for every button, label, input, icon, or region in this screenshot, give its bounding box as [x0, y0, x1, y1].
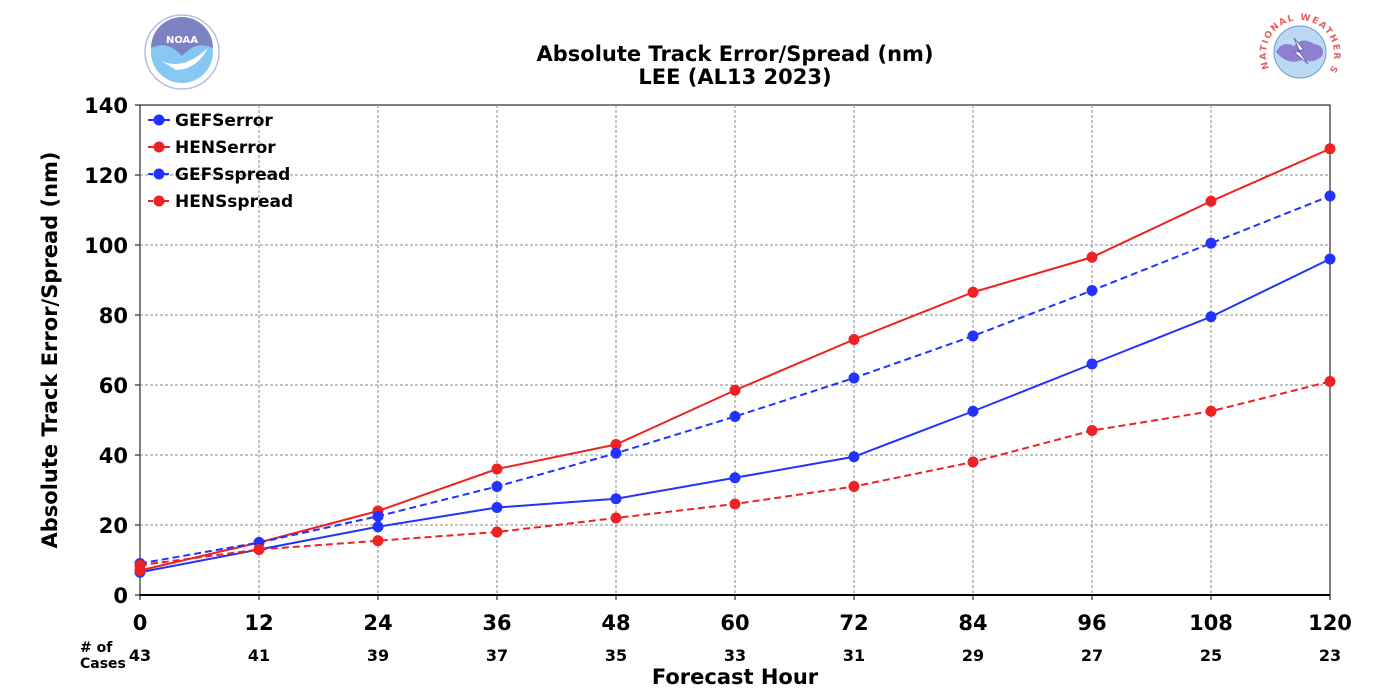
x-axis-label: Forecast Hour: [652, 665, 819, 689]
legend-label-GEFSerror: GEFSerror: [175, 111, 273, 131]
x-tick-label: 0: [133, 611, 148, 635]
legend-marker-GEFSspread: [153, 168, 165, 180]
cases-count: 25: [1200, 646, 1222, 665]
x-tick-label: 24: [363, 611, 392, 635]
series-line-GEFSspread: [139, 195, 1331, 565]
x-tick-label: 60: [720, 611, 749, 635]
data-point-GEFSerror: [848, 451, 860, 463]
legend-label-HENSspread: HENSspread: [175, 192, 293, 212]
y-tick-label: 0: [113, 584, 128, 608]
data-point-HENSerror: [729, 384, 741, 396]
y-axis-label: Absolute Track Error/Spread (nm): [38, 151, 62, 548]
data-point-GEFSerror: [1086, 358, 1098, 370]
data-point-HENSspread: [1324, 376, 1336, 387]
data-point-GEFSerror: [1205, 311, 1217, 323]
data-point-HENSerror: [1086, 251, 1098, 263]
noaa-logo-icon: NOAA: [144, 14, 220, 90]
x-tick-label: 12: [244, 611, 273, 635]
data-point-HENSerror: [1324, 143, 1336, 155]
x-tick-label: 36: [482, 611, 511, 635]
data-point-GEFSerror: [1324, 253, 1336, 265]
legend-marker-HENSerror: [153, 141, 165, 153]
cases-count: 43: [129, 646, 151, 665]
data-point-GEFSspread: [1324, 190, 1336, 202]
cases-count: 29: [962, 646, 984, 665]
data-point-HENSerror: [848, 334, 860, 345]
data-point-GEFSerror: [967, 405, 979, 417]
legend-label-HENSerror: HENSerror: [175, 138, 276, 158]
legend: GEFSerror HENSerror GEFSspread HENSspread: [148, 111, 293, 212]
data-point-GEFSspread: [967, 330, 979, 342]
data-point-HENSspread: [967, 456, 979, 468]
plot-area: 0 20 40 60 80 100 120 140 0 43 12 41 24 39 36 37 48 35 60 3…: [84, 94, 1352, 665]
data-point-GEFSspread: [372, 510, 384, 522]
y-tick-label: 80: [99, 304, 128, 328]
cases-count: 35: [605, 646, 627, 665]
x-tick-label: 84: [958, 611, 987, 635]
noaa-logo-text: NOAA: [166, 35, 198, 46]
data-point-HENSspread: [372, 535, 384, 547]
cases-count: 23: [1319, 646, 1341, 665]
y-tick-label: 60: [99, 374, 128, 398]
y-tick-label: 40: [99, 444, 128, 468]
data-point-HENSspread: [253, 544, 265, 555]
data-point-GEFSerror: [729, 472, 741, 484]
legend-label-GEFSspread: GEFSspread: [175, 165, 290, 185]
cases-count: 37: [486, 646, 508, 665]
data-point-GEFSspread: [610, 447, 622, 459]
data-point-HENSerror: [610, 439, 622, 450]
cases-count: 41: [248, 646, 270, 665]
data-point-HENSspread: [134, 559, 146, 571]
data-point-HENSerror: [491, 463, 503, 475]
data-point-HENSspread: [1205, 405, 1217, 417]
data-point-GEFSspread: [729, 411, 741, 422]
x-tick-label: 72: [839, 611, 868, 635]
data-point-HENSspread: [491, 526, 503, 538]
x-tick-label: 120: [1308, 611, 1352, 635]
x-tick-label: 108: [1189, 611, 1233, 635]
data-point-GEFSspread: [848, 372, 860, 384]
legend-marker-GEFSerror: [153, 114, 165, 126]
cases-count: 31: [843, 646, 865, 665]
cases-count: 39: [367, 646, 389, 665]
data-point-HENSerror: [1205, 195, 1217, 207]
data-point-GEFSspread: [491, 481, 503, 492]
chart-subtitle: LEE (AL13 2023): [638, 65, 831, 89]
data-point-GEFSspread: [1086, 285, 1098, 296]
data-point-GEFSerror: [610, 493, 622, 505]
data-point-HENSspread: [848, 481, 860, 492]
y-tick-label: 120: [84, 164, 128, 188]
data-point-GEFSerror: [372, 521, 384, 533]
y-tick-label: 100: [84, 234, 128, 258]
x-tick-label: 48: [601, 611, 630, 635]
cases-count: 27: [1081, 646, 1103, 665]
data-point-HENSspread: [1086, 425, 1098, 436]
legend-marker-HENSspread: [153, 195, 165, 207]
data-point-HENSspread: [729, 498, 741, 510]
cases-count: 33: [724, 646, 746, 665]
data-point-GEFSspread: [1205, 237, 1217, 249]
data-point-HENSerror: [967, 286, 979, 298]
y-tick-label: 20: [99, 514, 128, 538]
data-point-GEFSerror: [491, 502, 503, 513]
chart-title: Absolute Track Error/Spread (nm): [536, 42, 933, 66]
y-tick-label: 140: [84, 94, 128, 118]
x-tick-label: 96: [1077, 611, 1106, 635]
cases-label: # of Cases: [80, 640, 126, 672]
data-point-HENSspread: [610, 512, 622, 524]
